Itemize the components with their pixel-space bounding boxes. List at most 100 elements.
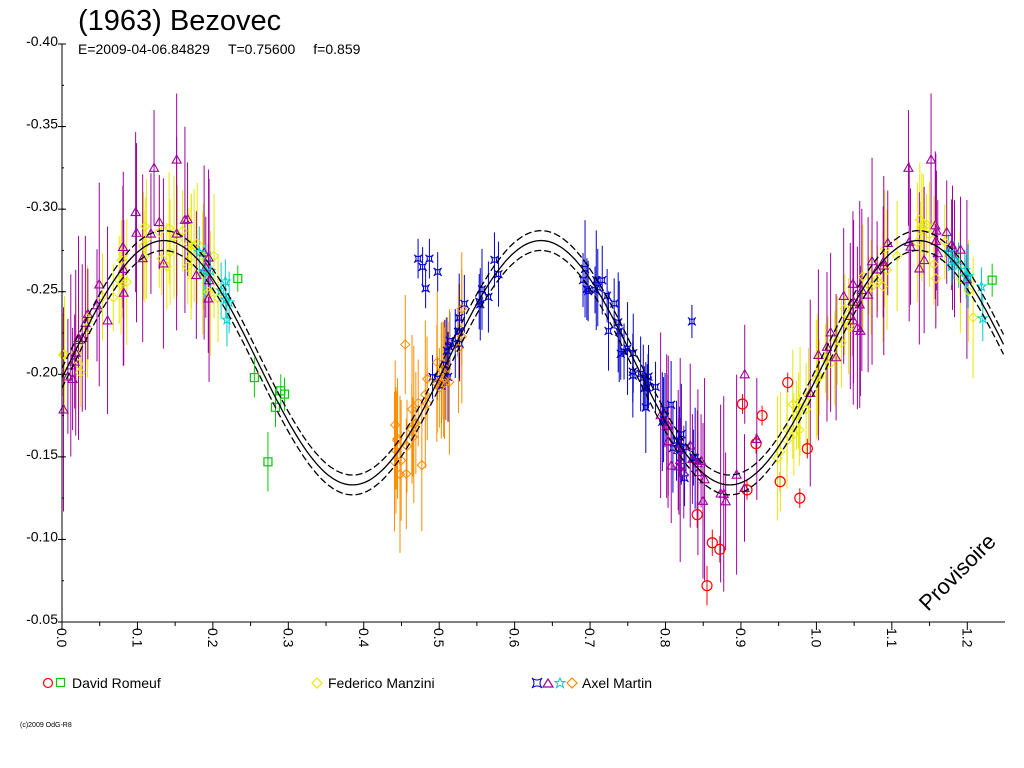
star4-marker bbox=[636, 369, 646, 379]
diamond-marker bbox=[865, 282, 877, 293]
triangle-marker bbox=[847, 278, 859, 288]
x-tick-label: 0.4 bbox=[356, 628, 372, 648]
x-tick-label: 0.2 bbox=[205, 628, 221, 648]
x-tick-label: 0.0 bbox=[54, 628, 70, 648]
x-tick-label: 0.5 bbox=[431, 628, 447, 648]
legend-item-axel-martin: Axel Martin bbox=[530, 673, 652, 693]
diamond-marker bbox=[872, 276, 883, 287]
diamond-marker bbox=[117, 276, 128, 287]
triangle-marker bbox=[117, 263, 129, 273]
triangle-marker bbox=[905, 240, 916, 251]
diamond-marker bbox=[389, 419, 401, 431]
y-tick-label: -0.15 bbox=[26, 446, 58, 462]
diamond-marker bbox=[811, 374, 822, 385]
triangle-marker bbox=[655, 409, 667, 420]
circle-marker bbox=[801, 443, 813, 455]
star4-marker bbox=[672, 436, 681, 446]
triangle-marker bbox=[665, 459, 677, 470]
triangle-marker bbox=[697, 495, 709, 505]
diamond-marker-icon bbox=[311, 677, 323, 689]
diamond-marker bbox=[212, 292, 224, 304]
circle-marker bbox=[750, 438, 762, 450]
diamond-marker bbox=[172, 235, 183, 246]
triangle-marker bbox=[684, 439, 696, 450]
triangle-marker bbox=[673, 460, 685, 471]
triangle-marker bbox=[73, 332, 84, 343]
diamond-marker bbox=[401, 440, 413, 452]
axes-layer: -0.40 -0.35 -0.30 -0.25 -0.20 -0.15 -0.10 -0.05… bbox=[26, 33, 1005, 648]
diamond-marker bbox=[70, 348, 82, 359]
star5-marker bbox=[219, 274, 232, 287]
star4-marker bbox=[591, 275, 601, 285]
diamond-marker bbox=[422, 398, 433, 409]
x-tick-label: 0.9 bbox=[733, 628, 749, 648]
triangle-marker bbox=[930, 224, 942, 235]
diamond-marker bbox=[787, 399, 798, 410]
square-marker bbox=[233, 273, 243, 284]
diamond-marker bbox=[803, 390, 814, 401]
diamond-marker bbox=[434, 382, 445, 394]
model-lower-envelope bbox=[61, 249, 1005, 496]
circle-marker bbox=[756, 409, 768, 422]
data-points-layer bbox=[57, 153, 997, 592]
triangle-marker bbox=[955, 244, 966, 254]
circle-marker bbox=[794, 492, 806, 504]
diamond-marker bbox=[203, 286, 214, 298]
triangle-marker bbox=[871, 263, 883, 274]
legend-label: Axel Martin bbox=[582, 675, 653, 691]
triangle-marker bbox=[190, 269, 202, 280]
star5-marker bbox=[199, 264, 212, 277]
triangle-marker bbox=[117, 241, 129, 252]
triangle-marker bbox=[202, 292, 214, 303]
diamond-marker bbox=[182, 261, 193, 272]
fraction-label: f=0.859 bbox=[313, 41, 361, 57]
diamond-marker bbox=[794, 396, 806, 407]
triangle-marker bbox=[79, 317, 91, 327]
triangle-marker bbox=[812, 349, 824, 359]
triangle-marker bbox=[821, 341, 833, 351]
star4-marker bbox=[433, 267, 443, 277]
star4-marker bbox=[614, 327, 624, 337]
star4-marker bbox=[593, 283, 603, 292]
diamond-marker bbox=[183, 238, 195, 249]
star4-marker bbox=[597, 275, 607, 285]
circle-marker bbox=[691, 509, 703, 521]
chart-title: (1963) Bezovec bbox=[78, 5, 282, 37]
triangle-marker bbox=[932, 247, 944, 258]
triangle-marker bbox=[718, 488, 730, 498]
diamond-marker bbox=[836, 337, 847, 349]
circle-marker bbox=[774, 476, 786, 488]
diamond-marker-icon bbox=[566, 677, 578, 689]
watermark-text: Provisoire bbox=[914, 529, 1001, 616]
model-curve bbox=[61, 239, 1005, 486]
y-tick-label: -0.05 bbox=[26, 611, 58, 627]
diamond-marker bbox=[444, 376, 455, 388]
triangle-marker bbox=[93, 278, 105, 289]
triangle-marker bbox=[137, 252, 149, 263]
star4-marker bbox=[676, 429, 686, 439]
triangle-marker bbox=[913, 262, 925, 273]
diamond-marker bbox=[408, 418, 419, 430]
diamond-marker bbox=[839, 303, 851, 315]
star4-marker bbox=[642, 382, 652, 392]
triangle-marker bbox=[67, 373, 79, 383]
triangle-marker bbox=[70, 347, 82, 357]
diamond-marker bbox=[407, 431, 419, 443]
diamond-marker bbox=[845, 321, 856, 332]
diamond-marker bbox=[395, 455, 407, 466]
diamond-marker bbox=[73, 358, 84, 370]
triangle-marker bbox=[171, 227, 183, 238]
triangle-marker bbox=[179, 214, 191, 224]
diamond-marker bbox=[791, 409, 802, 421]
y-tick-label: -0.30 bbox=[26, 198, 58, 214]
triangle-marker bbox=[692, 466, 704, 477]
triangle-marker bbox=[62, 370, 74, 381]
star4-marker bbox=[623, 344, 632, 353]
diamond-marker bbox=[891, 250, 903, 262]
square-marker bbox=[279, 389, 290, 399]
diamond-marker bbox=[431, 378, 443, 389]
model-upper-envelope bbox=[61, 229, 1005, 476]
y-tick-label: -0.20 bbox=[26, 363, 58, 379]
diamond-marker bbox=[879, 243, 891, 254]
x-tick-label: 1.2 bbox=[959, 628, 975, 648]
